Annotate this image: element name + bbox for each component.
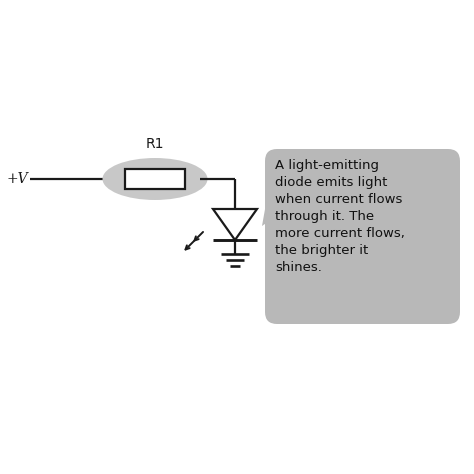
- Text: R1: R1: [146, 137, 164, 151]
- Polygon shape: [262, 198, 267, 226]
- Text: VD1: VD1: [265, 215, 294, 228]
- Text: A light-emitting
diode emits light
when current flows
through it. The
more curre: A light-emitting diode emits light when …: [275, 159, 405, 274]
- FancyBboxPatch shape: [265, 149, 460, 324]
- Polygon shape: [213, 209, 257, 240]
- Text: +V: +V: [6, 172, 28, 186]
- Bar: [125, 169, 185, 189]
- Ellipse shape: [102, 158, 208, 200]
